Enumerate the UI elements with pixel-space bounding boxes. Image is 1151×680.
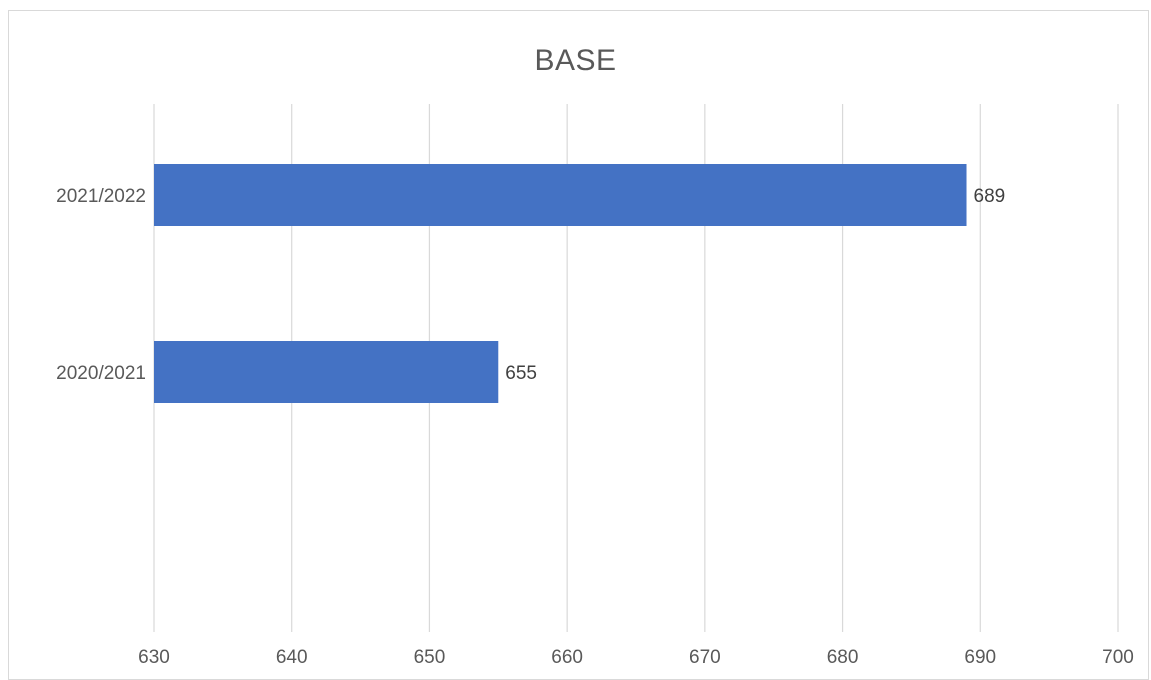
- chart-title: BASE: [534, 44, 617, 77]
- bar-2020-2021: [154, 341, 499, 403]
- bars: [154, 164, 967, 403]
- category-label: 2020/2021: [56, 363, 146, 384]
- category-labels: 2021/2022 2020/2021: [56, 186, 146, 384]
- x-tick-label: 660: [551, 647, 583, 668]
- bar-2021-2022: [154, 164, 967, 226]
- data-label: 689: [974, 186, 1006, 207]
- x-tick-label: 640: [276, 647, 308, 668]
- x-tick-label: 670: [689, 647, 721, 668]
- x-tick-label: 700: [1102, 647, 1134, 668]
- data-labels: 689 655: [505, 186, 1005, 384]
- category-label: 2021/2022: [56, 186, 146, 207]
- x-tick-label: 630: [138, 647, 170, 668]
- x-tick-labels: 630 640 650 660 670 680 690 700: [138, 647, 1134, 668]
- x-tick-label: 650: [414, 647, 446, 668]
- x-tick-label: 680: [827, 647, 859, 668]
- x-tick-label: 690: [964, 647, 996, 668]
- data-label: 655: [505, 363, 537, 384]
